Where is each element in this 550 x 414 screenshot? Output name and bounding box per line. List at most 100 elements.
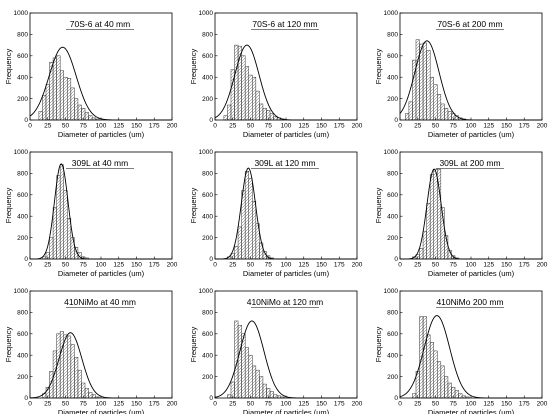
histogram-bar — [415, 39, 420, 121]
histogram-bar — [59, 164, 64, 260]
y-tick-label: 0 — [394, 256, 398, 263]
histogram-bar — [244, 171, 249, 260]
x-tick-label: 125 — [483, 401, 494, 408]
histogram-bar — [433, 168, 438, 260]
histogram-bar — [234, 44, 239, 121]
histogram-bar — [259, 376, 264, 399]
histogram-bar — [52, 207, 57, 260]
x-axis-label: Diameter of particles (um) — [428, 269, 515, 278]
histogram-bar — [437, 94, 442, 121]
x-tick-label: 125 — [483, 262, 494, 269]
panel-title: 70S-6 at 200 mm — [437, 19, 502, 29]
y-axis-label: Frequency — [4, 188, 13, 224]
y-tick-label: 800 — [387, 32, 398, 39]
histogram-bar — [84, 388, 89, 399]
histogram-bar — [42, 95, 47, 121]
histogram-bar — [52, 57, 57, 121]
histogram-bar — [273, 116, 278, 121]
x-tick-label: 175 — [334, 262, 345, 269]
y-tick-label: 200 — [387, 374, 398, 381]
x-tick-label: 0 — [213, 123, 217, 130]
histogram-panel: 0 200 400 600 800 1000 0 25 50 75 100 125 150 175 200 D… — [374, 149, 548, 278]
x-tick-label: 125 — [113, 262, 124, 269]
x-tick-label: 150 — [501, 123, 512, 130]
histogram-bar — [437, 361, 442, 399]
y-tick-label: 400 — [387, 74, 398, 81]
histogram-bar — [234, 245, 239, 260]
x-tick-label: 50 — [432, 262, 440, 269]
x-tick-label: 125 — [298, 123, 309, 130]
y-tick-label: 1000 — [14, 288, 29, 295]
y-axis-label: Frequency — [189, 49, 198, 85]
histogram-bar — [433, 84, 438, 121]
histogram-bar — [56, 55, 61, 121]
panel-title: 70S-6 at 120 mm — [252, 19, 317, 29]
y-tick-label: 800 — [387, 310, 398, 317]
histogram-panel: 0 200 400 600 800 1000 0 25 50 75 100 125 150 175 200 D… — [374, 288, 548, 414]
x-tick-label: 75 — [450, 123, 458, 130]
x-tick-label: 25 — [229, 401, 237, 408]
y-tick-label: 800 — [202, 171, 213, 178]
y-tick-label: 200 — [202, 235, 213, 242]
y-tick-label: 400 — [202, 213, 213, 220]
histogram-panel: 0 200 400 600 800 1000 0 25 50 75 100 125 150 175 200 D… — [4, 288, 178, 414]
y-tick-label: 200 — [17, 235, 28, 242]
y-tick-label: 1000 — [14, 10, 29, 17]
histogram-bar — [447, 382, 452, 399]
x-tick-label: 25 — [44, 262, 52, 269]
y-tick-label: 200 — [17, 96, 28, 103]
y-tick-label: 600 — [17, 192, 28, 199]
x-tick-label: 50 — [62, 262, 70, 269]
panel-title: 309L at 40 mm — [72, 158, 128, 168]
x-axis-label: Diameter of particles (um) — [243, 269, 330, 278]
y-tick-label: 400 — [17, 213, 28, 220]
x-tick-label: 25 — [414, 262, 422, 269]
y-tick-label: 600 — [202, 192, 213, 199]
y-axis-label: Frequency — [4, 49, 13, 85]
x-tick-label: 175 — [149, 401, 160, 408]
histogram-bar — [74, 98, 79, 121]
y-tick-label: 0 — [24, 117, 28, 124]
x-tick-label: 75 — [450, 401, 458, 408]
y-tick-label: 800 — [202, 310, 213, 317]
histogram-bar — [91, 394, 96, 399]
x-tick-label: 100 — [466, 262, 477, 269]
x-tick-label: 25 — [414, 401, 422, 408]
histogram-panel: 0 200 400 600 800 1000 0 25 50 75 100 125 150 175 200 D… — [189, 10, 363, 139]
histogram-bar — [77, 369, 82, 399]
x-axis-label: Diameter of particles (um) — [428, 408, 515, 414]
bars-group — [227, 320, 285, 399]
x-tick-label: 0 — [213, 262, 217, 269]
y-tick-label: 200 — [202, 96, 213, 103]
x-tick-label: 125 — [298, 401, 309, 408]
x-tick-label: 75 — [265, 123, 273, 130]
histogram-bar — [440, 365, 445, 399]
x-tick-label: 0 — [28, 401, 32, 408]
panel-title: 410NiMo at 40 mm — [64, 297, 136, 307]
histogram-bar — [49, 61, 54, 121]
x-tick-label: 200 — [167, 262, 178, 269]
bars-group — [412, 316, 470, 399]
x-tick-label: 175 — [149, 123, 160, 130]
x-tick-label: 175 — [149, 262, 160, 269]
x-tick-label: 50 — [62, 123, 70, 130]
histogram-bar — [419, 43, 424, 121]
histogram-bar — [70, 87, 75, 121]
panel-title: 70S-6 at 40 mm — [70, 19, 130, 29]
y-tick-label: 1000 — [199, 10, 214, 17]
x-tick-label: 75 — [80, 401, 88, 408]
x-tick-label: 200 — [352, 123, 363, 130]
x-tick-label: 150 — [131, 123, 142, 130]
x-tick-label: 0 — [213, 401, 217, 408]
plot-frame — [214, 151, 358, 260]
histogram-bar — [255, 90, 260, 121]
histogram-bar — [426, 203, 431, 260]
histogram-bar — [422, 42, 427, 121]
panel-title: 309L at 120 mm — [254, 158, 315, 168]
histogram-bar — [433, 350, 438, 399]
y-tick-label: 800 — [202, 32, 213, 39]
x-axis-label: Diameter of particles (um) — [243, 130, 330, 139]
x-tick-label: 100 — [96, 262, 107, 269]
histogram-bar — [227, 104, 232, 121]
histogram-bar — [56, 175, 61, 260]
